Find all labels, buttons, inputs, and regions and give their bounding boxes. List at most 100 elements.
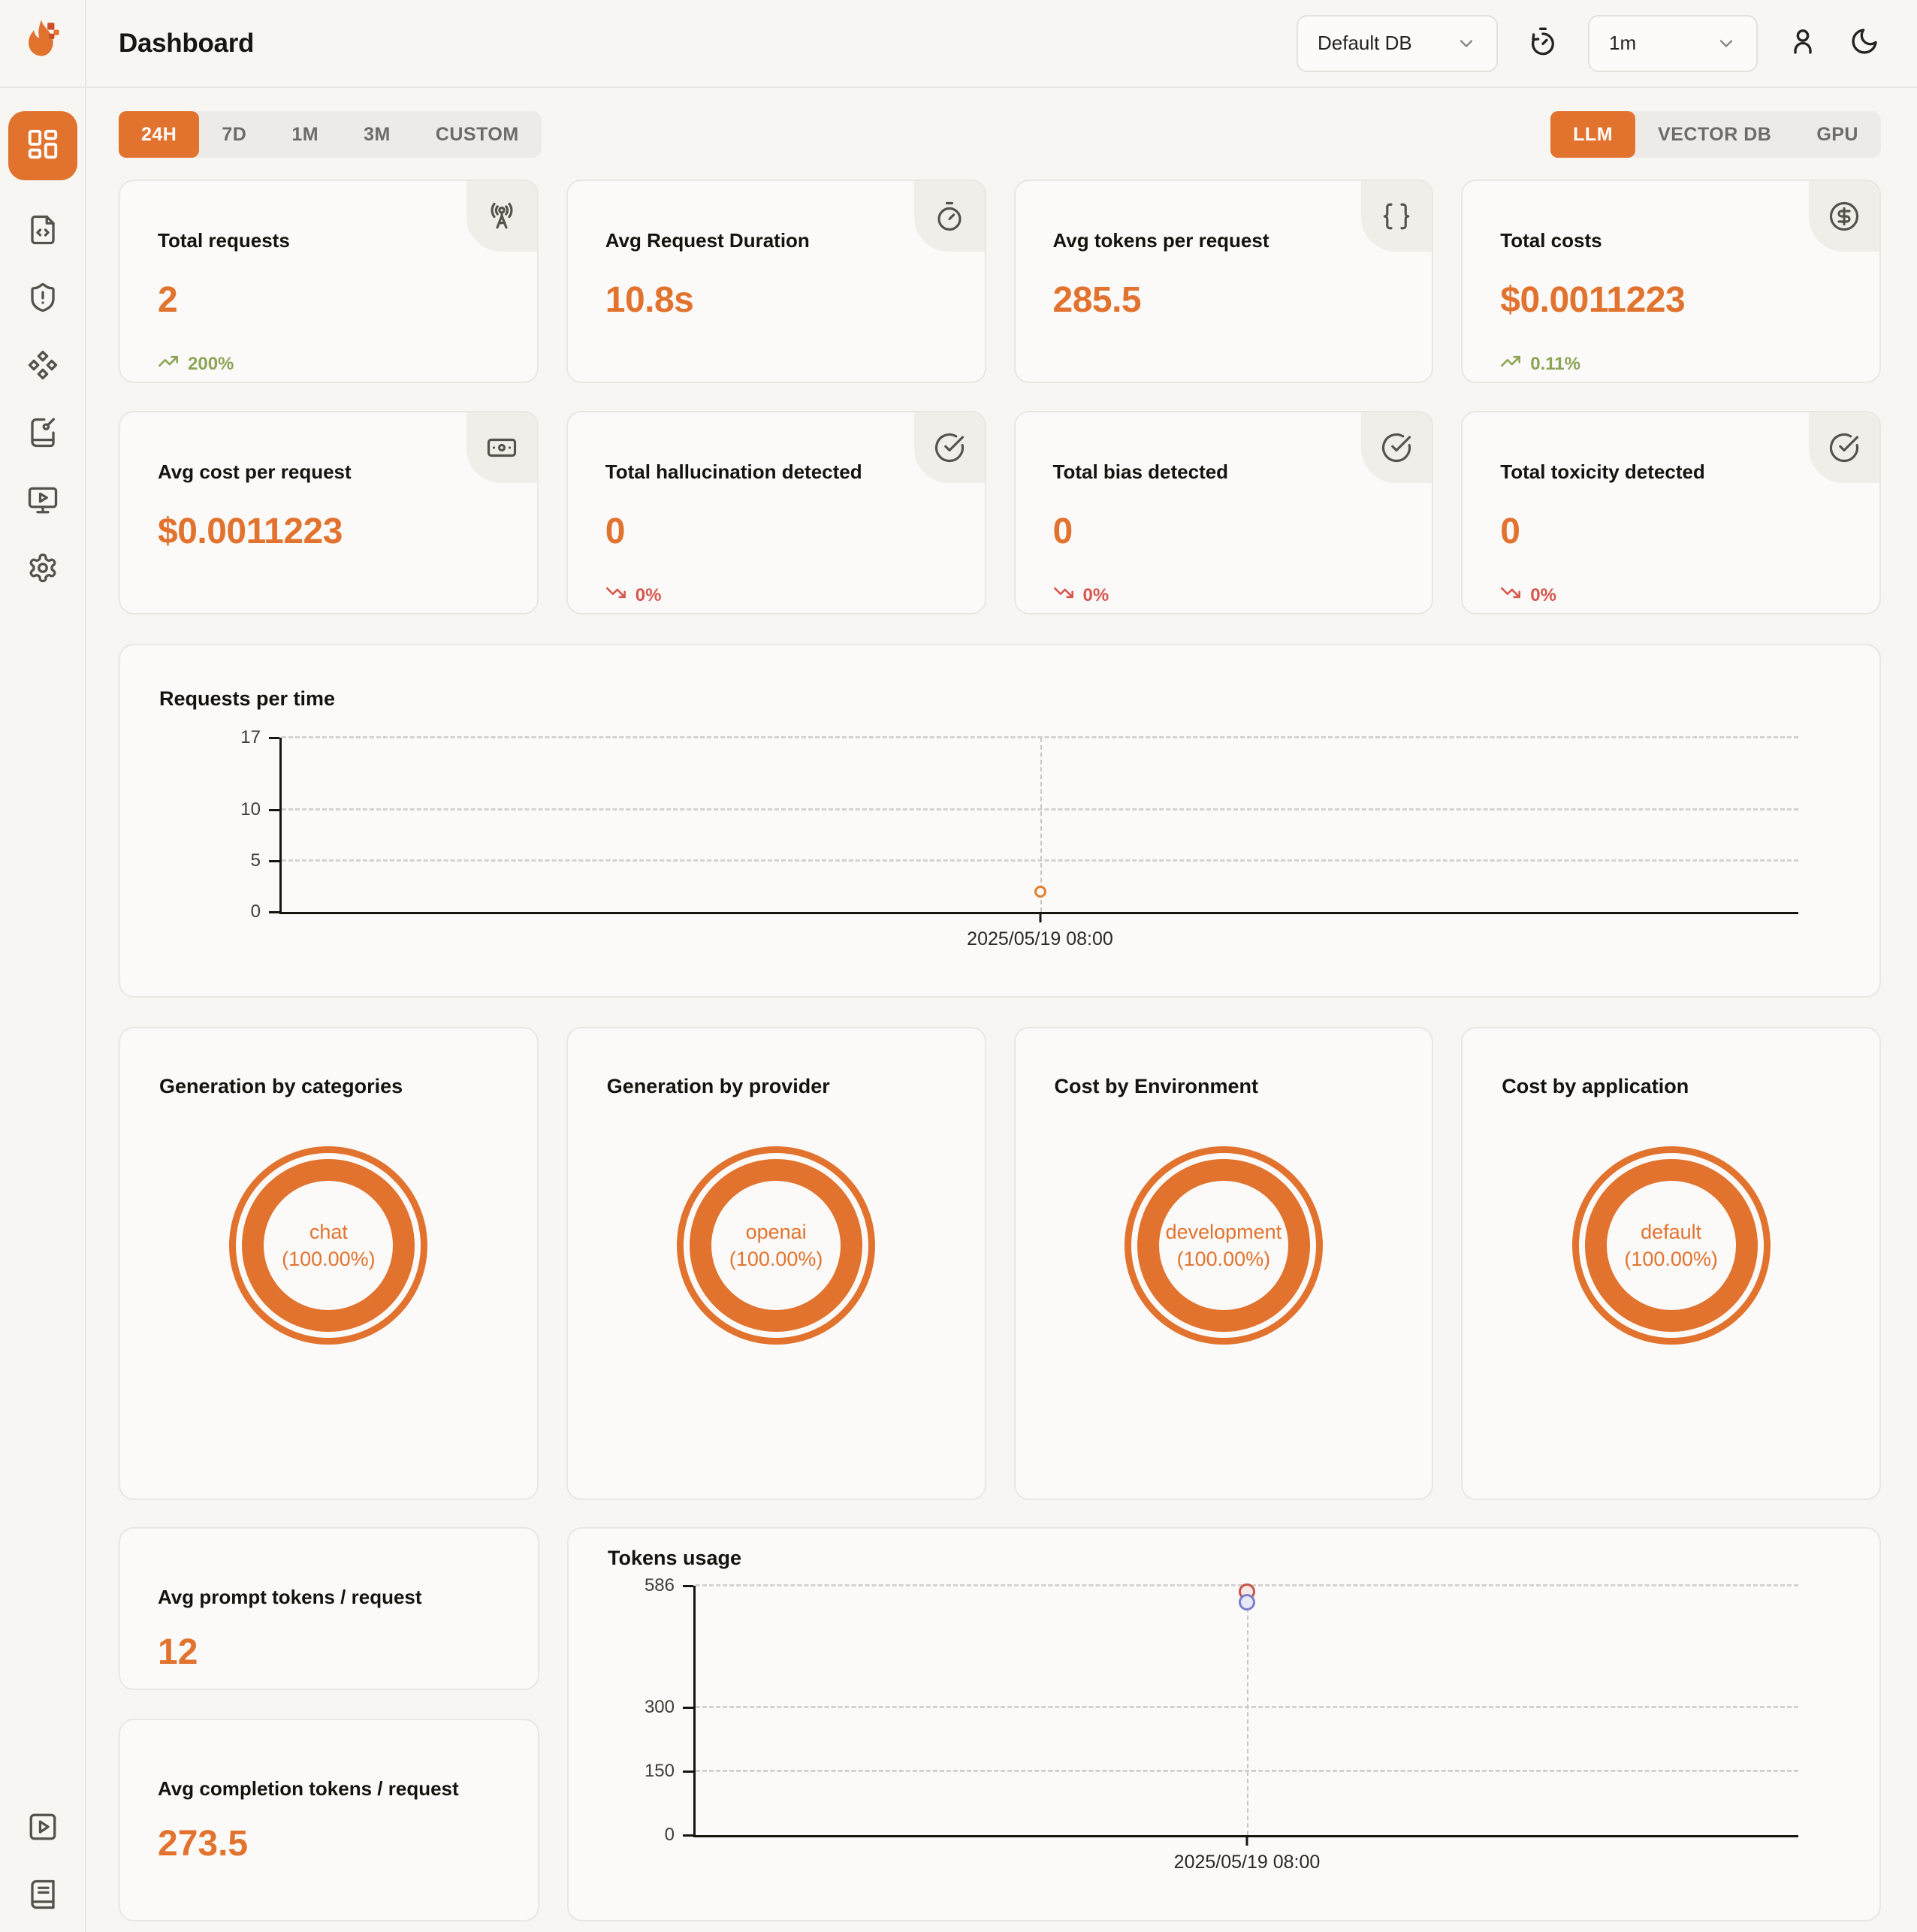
donut-outer-ring bbox=[1124, 1146, 1323, 1345]
sidebar-item-requests[interactable] bbox=[26, 215, 59, 248]
stat-trend: 200% bbox=[158, 351, 500, 377]
square-play-icon bbox=[27, 1811, 59, 1846]
sidebar-item-prompt-hub[interactable] bbox=[26, 417, 59, 452]
stat-value: $0.0011223 bbox=[158, 512, 343, 551]
stat-trend-value: 0% bbox=[635, 584, 662, 605]
sidebar-item-vault[interactable] bbox=[26, 350, 59, 383]
donut-card-categories: Generation by categories chat (100.00%) bbox=[119, 1027, 539, 1500]
interval-select-value: 1m bbox=[1609, 32, 1637, 54]
donut-row: Generation by categories chat (100.00%) … bbox=[119, 1027, 1881, 1500]
data-point-tokens-series-purple bbox=[1239, 1594, 1255, 1611]
chart-title: Generation by provider bbox=[606, 1075, 830, 1097]
notebook-pen-icon bbox=[27, 417, 59, 452]
tab-1m[interactable]: 1M bbox=[291, 123, 319, 145]
trending-up-icon bbox=[158, 351, 179, 377]
stat-value: 0 bbox=[1052, 512, 1073, 551]
stat-trend: 0% bbox=[605, 582, 947, 608]
stat-card-hallucination: Total hallucination detected 0 0% bbox=[566, 411, 986, 614]
avg-completion-tokens-card: Avg completion tokens / request 273.5 bbox=[119, 1719, 539, 1921]
circle-check-icon bbox=[1361, 412, 1432, 483]
settings-gear-icon bbox=[27, 552, 59, 587]
chart-title: Requests per time bbox=[159, 687, 336, 710]
main-area: Dashboard Default DB 1m bbox=[86, 0, 1917, 1932]
y-tick-label: 150 bbox=[644, 1761, 675, 1782]
filter-row: 24H 7D 1M 3M CUSTOM LLM VECTOR DB GPU bbox=[119, 111, 1881, 158]
stat-title: Total toxicity detected bbox=[1500, 460, 1705, 483]
stat-value: $0.0011223 bbox=[1500, 280, 1686, 320]
tab-7d[interactable]: 7D bbox=[222, 123, 247, 145]
stat-card-avg-duration: Avg Request Duration 10.8s bbox=[566, 180, 986, 383]
sidebar-item-playground[interactable] bbox=[26, 485, 59, 518]
database-select[interactable]: Default DB bbox=[1297, 14, 1498, 72]
tab-24h[interactable]: 24H bbox=[119, 111, 200, 158]
stat-trend-value: 0% bbox=[1530, 584, 1556, 605]
requests-per-time-panel: Requests per time 0 5 10 17 2025/05/19 08:00 bbox=[119, 644, 1881, 998]
donut-outer-ring bbox=[1571, 1146, 1771, 1345]
timer-icon bbox=[913, 181, 985, 252]
stat-title: Total bias detected bbox=[1052, 460, 1229, 483]
refresh-interval-button[interactable] bbox=[1526, 27, 1559, 60]
stat-row-2: Avg cost per request $0.0011223 Total ha… bbox=[119, 411, 1881, 614]
data-point-requests bbox=[1034, 885, 1046, 898]
stat-card-toxicity: Total toxicity detected 0 0% bbox=[1461, 411, 1881, 614]
donut-center-label: openai (100.00%) bbox=[729, 1220, 823, 1270]
tab-custom[interactable]: CUSTOM bbox=[435, 123, 519, 145]
tab-3m[interactable]: 3M bbox=[364, 123, 391, 145]
y-axis-tick bbox=[683, 1770, 693, 1774]
x-tick-label: 2025/05/19 08:00 bbox=[967, 928, 1113, 949]
y-tick-label: 586 bbox=[644, 1575, 675, 1595]
sidebar-item-documentation[interactable] bbox=[26, 1879, 59, 1912]
app-logo[interactable] bbox=[0, 0, 85, 88]
sidebar-nav bbox=[0, 111, 85, 1932]
sidebar-item-dashboard[interactable] bbox=[8, 111, 77, 180]
interval-select[interactable]: 1m bbox=[1588, 14, 1758, 72]
donut-center-label: development (100.00%) bbox=[1165, 1220, 1282, 1270]
stat-card-total-costs: Total costs $0.0011223 0.11% bbox=[1461, 180, 1881, 383]
radio-tower-icon bbox=[466, 181, 537, 252]
donut-chart-categories: chat (100.00%) bbox=[229, 1146, 428, 1345]
stat-trend: 0.11% bbox=[1500, 351, 1842, 377]
x-axis-tick bbox=[1039, 912, 1041, 922]
x-axis-tick bbox=[1245, 1835, 1248, 1846]
stat-value: 2 bbox=[158, 280, 178, 320]
y-axis-tick bbox=[269, 859, 279, 862]
crosshair-line bbox=[1040, 738, 1042, 912]
file-code-icon bbox=[27, 214, 59, 249]
tab-vector-db[interactable]: VECTOR DB bbox=[1658, 123, 1772, 145]
chart-title: Cost by Environment bbox=[1054, 1075, 1259, 1097]
sidebar bbox=[0, 0, 86, 1932]
page-title: Dashboard bbox=[119, 28, 255, 58]
flame-logo-icon bbox=[15, 14, 71, 73]
donut-card-provider: Generation by provider openai (100.00%) bbox=[566, 1027, 986, 1500]
stat-card-avg-tokens: Avg tokens per request 285.5 bbox=[1013, 180, 1434, 383]
y-axis-tick bbox=[683, 1834, 693, 1837]
dashboard-grid-icon bbox=[26, 127, 60, 165]
tab-gpu[interactable]: GPU bbox=[1816, 123, 1858, 145]
timer-reset-icon bbox=[1528, 26, 1558, 60]
tab-llm[interactable]: LLM bbox=[1550, 111, 1636, 158]
donut-outer-ring bbox=[677, 1146, 876, 1345]
donut-chart-application: default (100.00%) bbox=[1571, 1146, 1771, 1345]
sidebar-item-getting-started[interactable] bbox=[26, 1812, 59, 1845]
user-icon bbox=[1788, 26, 1818, 60]
user-profile-button[interactable] bbox=[1786, 27, 1819, 60]
dashboard-content: 24H 7D 1M 3M CUSTOM LLM VECTOR DB GPU bbox=[86, 88, 1917, 1932]
stat-value: 285.5 bbox=[1052, 280, 1142, 320]
circle-check-icon bbox=[913, 412, 985, 483]
header-controls: Default DB 1m bbox=[1297, 14, 1881, 72]
sidebar-item-settings[interactable] bbox=[26, 553, 59, 586]
chart-title: Cost by application bbox=[1502, 1075, 1689, 1097]
y-tick-label: 10 bbox=[240, 798, 261, 820]
dark-mode-toggle[interactable] bbox=[1848, 27, 1881, 60]
donut-card-application: Cost by application default (100.00%) bbox=[1461, 1027, 1881, 1500]
stat-trend-value: 200% bbox=[188, 353, 234, 374]
database-select-value: Default DB bbox=[1318, 32, 1412, 54]
y-axis-tick bbox=[683, 1707, 693, 1710]
trending-down-icon bbox=[605, 582, 626, 608]
chart-title: Tokens usage bbox=[608, 1547, 742, 1569]
sidebar-item-exceptions[interactable] bbox=[26, 282, 59, 315]
donut-card-environment: Cost by Environment development (100.00%… bbox=[1013, 1027, 1434, 1500]
donut-center-label: chat (100.00%) bbox=[282, 1220, 376, 1270]
trending-down-icon bbox=[1500, 582, 1521, 608]
